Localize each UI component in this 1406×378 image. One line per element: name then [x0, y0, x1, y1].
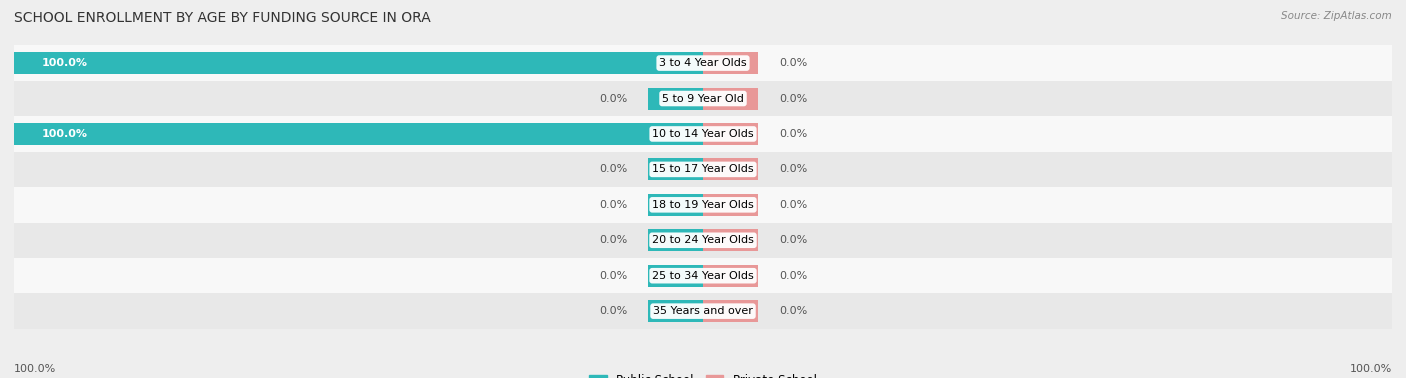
Text: 0.0%: 0.0% [779, 235, 807, 245]
Text: 25 to 34 Year Olds: 25 to 34 Year Olds [652, 271, 754, 281]
Text: 0.0%: 0.0% [779, 58, 807, 68]
Text: 0.0%: 0.0% [779, 129, 807, 139]
Text: 15 to 17 Year Olds: 15 to 17 Year Olds [652, 164, 754, 174]
Text: 0.0%: 0.0% [599, 235, 627, 245]
Text: 0.0%: 0.0% [599, 164, 627, 174]
Bar [14, 187, 1392, 223]
Legend: Public School, Private School: Public School, Private School [585, 369, 821, 378]
Bar [14, 258, 1392, 293]
Bar [14, 223, 1392, 258]
Text: 0.0%: 0.0% [779, 164, 807, 174]
Bar [648, 88, 703, 110]
Bar [648, 300, 703, 322]
Text: 18 to 19 Year Olds: 18 to 19 Year Olds [652, 200, 754, 210]
Bar [703, 123, 758, 145]
Text: 100.0%: 100.0% [1350, 364, 1392, 374]
Bar [0, 52, 703, 74]
Bar [703, 300, 758, 322]
Bar [14, 152, 1392, 187]
Bar [703, 265, 758, 287]
Text: 0.0%: 0.0% [599, 306, 627, 316]
Text: 0.0%: 0.0% [779, 93, 807, 104]
Text: 20 to 24 Year Olds: 20 to 24 Year Olds [652, 235, 754, 245]
Text: 100.0%: 100.0% [14, 364, 56, 374]
Text: 0.0%: 0.0% [779, 200, 807, 210]
Text: SCHOOL ENROLLMENT BY AGE BY FUNDING SOURCE IN ORA: SCHOOL ENROLLMENT BY AGE BY FUNDING SOUR… [14, 11, 430, 25]
Text: 35 Years and over: 35 Years and over [652, 306, 754, 316]
Bar [703, 158, 758, 180]
Text: 100.0%: 100.0% [42, 129, 87, 139]
Text: 3 to 4 Year Olds: 3 to 4 Year Olds [659, 58, 747, 68]
Text: 0.0%: 0.0% [779, 271, 807, 281]
Bar [14, 81, 1392, 116]
Bar [14, 116, 1392, 152]
Bar [14, 293, 1392, 329]
Bar [703, 229, 758, 251]
Bar [703, 88, 758, 110]
Text: 0.0%: 0.0% [599, 93, 627, 104]
Bar [648, 265, 703, 287]
Bar [648, 194, 703, 216]
Bar [0, 123, 703, 145]
Bar [703, 52, 758, 74]
Bar [648, 229, 703, 251]
Text: 100.0%: 100.0% [42, 58, 87, 68]
Bar [648, 158, 703, 180]
Bar [14, 45, 1392, 81]
Text: 0.0%: 0.0% [599, 271, 627, 281]
Text: 5 to 9 Year Old: 5 to 9 Year Old [662, 93, 744, 104]
Text: 0.0%: 0.0% [779, 306, 807, 316]
Text: Source: ZipAtlas.com: Source: ZipAtlas.com [1281, 11, 1392, 21]
Text: 0.0%: 0.0% [599, 200, 627, 210]
Text: 10 to 14 Year Olds: 10 to 14 Year Olds [652, 129, 754, 139]
Bar [703, 194, 758, 216]
